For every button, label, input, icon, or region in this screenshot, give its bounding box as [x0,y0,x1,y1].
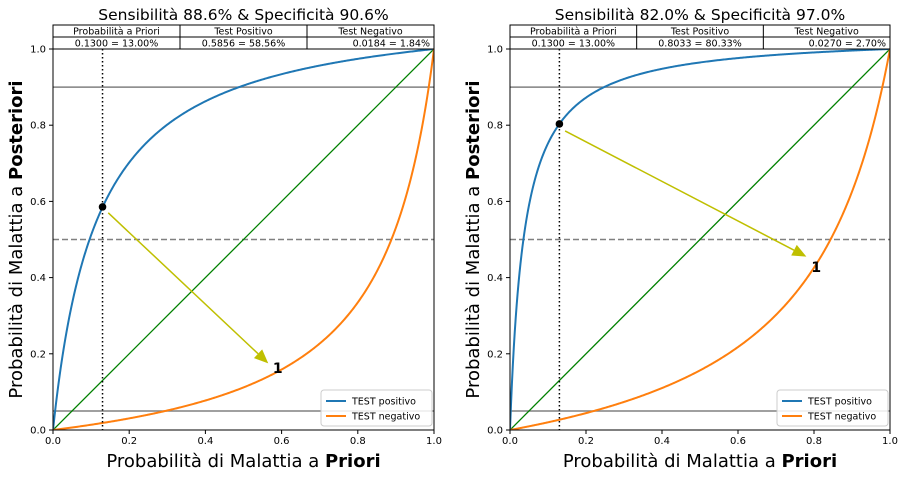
x-tick-label: 0.8 [350,436,366,447]
chart-2: Sensibilità 82.0% & Specificità 97.0%Pro… [463,6,898,472]
table-value-cell: 0.8033 = 80.33% [658,39,741,50]
y-tick-label: 0.4 [487,273,503,284]
legend: TEST positivo TEST negativo [320,389,433,427]
diagonal-line [510,49,890,430]
x-tick-label: 0.2 [578,436,594,447]
x-axis-label: Probabilità di Malattia a Priori [106,451,380,472]
y-axis-label: Probabilità di Malattia a Posteriori [6,80,27,398]
table-value-cell: 0.5856 = 58.56% [202,39,285,50]
table-header-cell: Test Negativo [337,27,403,38]
legend-label: TEST positivo [351,397,416,408]
table-value-cell: 0.0184 = 1.84% [353,39,430,50]
y-tick-label: 0.2 [487,349,503,360]
y-tick-label: 0.4 [30,273,46,284]
arrow-line [107,212,259,355]
table-value-cell: 0.1300 = 13.00% [75,39,158,50]
x-tick-label: 0.6 [730,436,746,447]
series-line-test-negativo [53,49,434,430]
y-tick-label: 1.0 [30,45,46,56]
stats-table: Probabilità a Priori Test Positivo Test Ne… [509,24,891,50]
diagonal-line [53,49,434,430]
x-tick-label: 0.0 [45,436,61,447]
y-tick-label: 0.0 [30,426,46,437]
legend: TEST positivo TEST negativo [776,389,889,427]
y-tick-label: 0.8 [487,121,503,132]
series-line-test-negativo [510,49,890,430]
table-header-cell: Probabilità a Priori [530,27,617,38]
plot-area [53,49,434,430]
arrow-head [253,349,269,364]
legend-label: TEST negativo [351,412,420,423]
arrow-label: 1 [273,361,283,377]
table-header-cell: Probabilità a Priori [73,27,160,38]
table-header-cell: Test Positivo [213,27,273,38]
plot-area [510,49,890,430]
prior-posterior-point [555,120,564,128]
x-axis-label: Probabilità di Malattia a Priori [563,451,837,472]
x-tick-label: 1.0 [426,436,442,447]
x-tick-label: 0.2 [121,436,137,447]
x-tick-label: 0.4 [654,436,670,447]
series-line-test-positivo [510,49,890,430]
stats-table: Probabilità a Priori Test Positivo Test Ne… [52,24,435,50]
chart-title: Sensibilità 88.6% & Specificità 90.6% [98,6,388,24]
x-tick-label: 0.6 [274,436,290,447]
axes-frame [509,48,891,431]
legend-box [776,389,889,427]
chart-title: Sensibilità 82.0% & Specificità 97.0% [555,6,845,24]
x-tick-label: 0.0 [502,436,518,447]
y-tick-label: 0.6 [30,197,46,208]
legend-label: TEST negativo [807,412,876,423]
x-tick-label: 0.8 [806,436,822,447]
table-value-cell: 0.1300 = 13.00% [532,39,615,50]
arrow-label: 1 [811,260,821,276]
legend-box [320,389,433,427]
y-tick-label: 0.8 [30,121,46,132]
table-header-cell: Test Negativo [793,27,859,38]
y-tick-label: 0.6 [487,197,503,208]
arrow-line [564,130,795,251]
legend-label: TEST positivo [807,397,872,408]
x-tick-label: 1.0 [882,436,898,447]
axes-frame [52,48,435,431]
y-tick-label: 1.0 [487,45,503,56]
table-value-cell: 0.0270 = 2.70% [809,39,886,50]
table-header-cell: Test Positivo [670,27,730,38]
prior-posterior-point [98,203,107,211]
y-tick-label: 0.0 [487,426,503,437]
y-axis-label: Probabilità di Malattia a Posteriori [463,80,484,398]
y-tick-label: 0.2 [30,349,46,360]
chart-1: Sensibilità 88.6% & Specificità 90.6%Pro… [6,6,442,472]
arrow-head [791,244,807,257]
series-line-test-positivo [53,49,434,430]
x-tick-label: 0.4 [197,436,213,447]
